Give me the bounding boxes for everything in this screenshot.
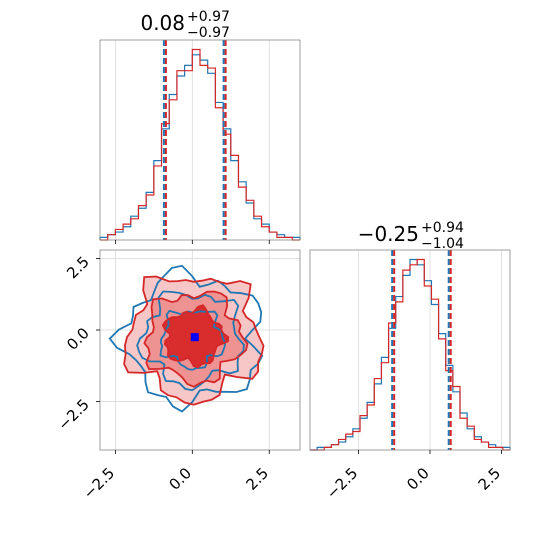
x-tick-label: −2.5 (323, 464, 361, 502)
histogram-series-0 (99, 54, 301, 240)
histogram-series-0 (310, 258, 511, 451)
y-tick-label: −2.5 (54, 396, 92, 434)
axes-frame (99, 39, 301, 241)
axes-frame (99, 249, 301, 451)
histogram-panel-top-left (99, 39, 301, 244)
y-tick-label: 0.0 (63, 324, 93, 354)
histogram-series-1 (310, 258, 510, 451)
title-median: −0.25 (358, 222, 419, 246)
x-tick-label: 0.0 (403, 464, 433, 494)
histogram-panel-bottom-right: −2.5 0.0 2.5 (309, 249, 511, 503)
contour-line-series-1 (143, 290, 249, 388)
title-median: 0.08 (140, 11, 185, 35)
contour-panel-bottom-left: −2.5 0.0 2.5 −2.5 0.0 2.5 (54, 249, 301, 503)
y-tick-label: 2.5 (63, 253, 93, 283)
axes-frame (309, 249, 511, 451)
title-upper: +0.94 (421, 220, 464, 236)
x-tick-label: 0.0 (166, 464, 196, 494)
title-bottom-right: −0.25 +0.94 −1.04 (358, 220, 464, 252)
title-top-left: 0.08 +0.97 −0.97 (140, 9, 229, 41)
contour-line-series-1 (123, 275, 265, 406)
histogram-series-1 (100, 48, 300, 241)
title-lower: −0.97 (187, 25, 230, 41)
contour-line-series-1 (161, 304, 230, 369)
contour-line-series-0 (136, 290, 245, 392)
x-tick-label: −2.5 (80, 464, 118, 502)
contour-area (100, 250, 300, 450)
contour-line-series-0 (159, 309, 226, 371)
x-tick-label: 2.5 (242, 464, 272, 494)
truth-marker (190, 333, 199, 342)
title-upper: +0.97 (187, 9, 230, 25)
x-tick-label: 2.5 (475, 464, 505, 494)
contour-line-series-0 (108, 264, 264, 413)
title-lower: −1.04 (421, 236, 464, 252)
